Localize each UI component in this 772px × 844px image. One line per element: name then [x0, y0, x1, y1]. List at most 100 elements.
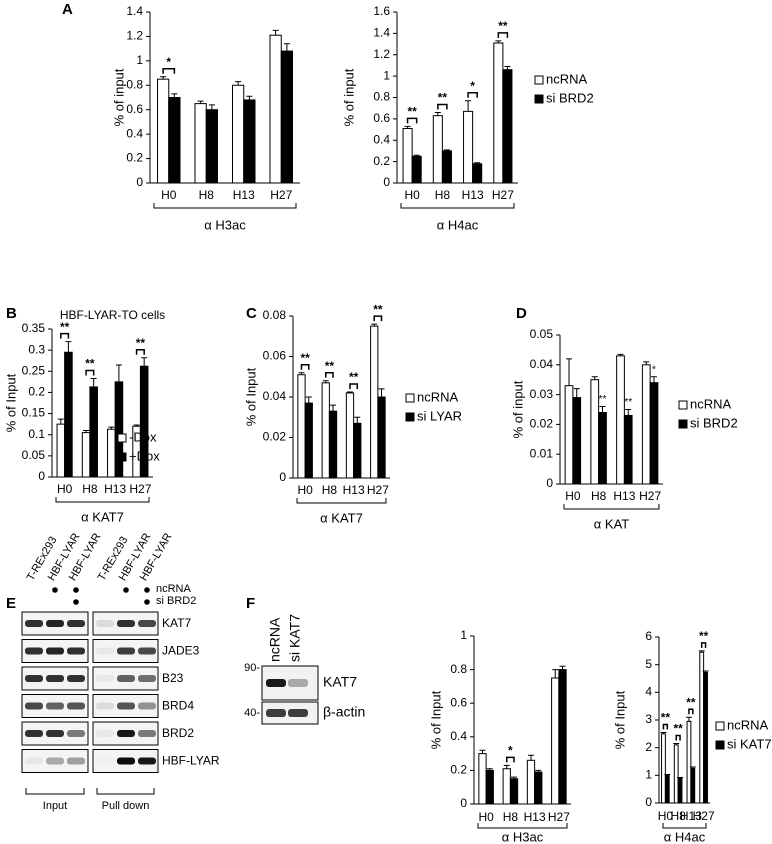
y-tick-label: 0.6	[373, 111, 390, 125]
blot-frame	[21, 749, 89, 773]
significance-bracket	[135, 349, 145, 355]
legend-swatch	[678, 400, 688, 410]
y-tick-label: 0	[460, 796, 467, 810]
error-bar	[673, 743, 680, 745]
error-bar	[354, 416, 361, 424]
error-bar	[689, 766, 696, 769]
row-label: B23	[162, 671, 184, 685]
y-tick-label: 1	[460, 628, 467, 642]
blot-band	[67, 702, 85, 710]
blot-band	[288, 679, 308, 687]
error-bar	[573, 388, 580, 398]
significance: **	[349, 370, 359, 384]
x-axis-label: α H3ac	[204, 217, 246, 232]
blot-band	[25, 675, 43, 682]
legend-swatch	[678, 419, 688, 429]
y-axis-label: % of Input	[612, 690, 627, 749]
error-bar	[160, 76, 167, 80]
x-tick-label: H8	[503, 810, 519, 824]
bar	[661, 733, 666, 804]
row-label: HBF-LYAR	[162, 754, 220, 768]
bar	[598, 411, 607, 485]
bar	[703, 671, 708, 804]
significance-bracket	[688, 708, 694, 715]
error-bar	[65, 341, 72, 353]
blot-band	[96, 702, 114, 710]
error-bar	[535, 769, 542, 773]
blot-band	[117, 702, 135, 710]
bar	[493, 42, 504, 184]
significance-bracket	[700, 642, 707, 648]
y-axis-label: % of input	[111, 68, 126, 126]
error-bar	[371, 323, 378, 327]
blot-band	[67, 647, 85, 655]
significance: **	[673, 722, 683, 736]
bar	[699, 651, 705, 804]
y-tick-label: 0	[383, 175, 390, 189]
y-tick-label: 6	[645, 629, 652, 643]
x-tick-label: H8	[670, 809, 686, 823]
condition-dot	[123, 587, 129, 593]
significance: **	[624, 397, 632, 408]
blot-band	[96, 620, 114, 627]
x-tick-label: H0	[297, 483, 313, 497]
blot-band	[138, 702, 156, 710]
group-bracket	[96, 788, 155, 795]
significance-bracket	[373, 315, 383, 322]
legend-swatch	[117, 433, 127, 443]
condition-dot	[144, 587, 150, 593]
error-bar	[434, 111, 441, 116]
bar	[321, 382, 330, 479]
bar	[616, 355, 625, 485]
x-tick-label: H8	[322, 483, 338, 497]
blot-band	[46, 730, 64, 737]
bar	[590, 379, 600, 485]
error-bar	[495, 40, 502, 43]
bar	[168, 97, 181, 184]
error-bar	[171, 93, 178, 98]
row-label: β-actin	[323, 704, 365, 720]
blot-band	[46, 757, 64, 765]
error-bar	[617, 353, 624, 356]
y-axis-label: % of input	[510, 380, 525, 438]
significance-bracket	[497, 32, 509, 38]
lane-label: si KAT7	[287, 614, 303, 662]
legend-label: ncRNA	[690, 396, 732, 411]
x-tick-label: H13	[524, 810, 546, 824]
bar	[411, 155, 422, 184]
significance: **	[60, 320, 70, 334]
x-tick-label: H0	[565, 489, 581, 503]
y-axis-label: % of Input	[428, 690, 443, 749]
condition-dot	[52, 587, 58, 593]
x-axis-label: α H3ac	[502, 829, 544, 844]
error-bar	[698, 650, 705, 653]
error-bar	[625, 409, 632, 416]
error-bar	[599, 406, 606, 413]
error-bar	[346, 391, 353, 393]
significance-bracket	[324, 372, 334, 378]
bar	[677, 777, 683, 804]
significance: **	[300, 351, 310, 365]
panel-label: F	[246, 595, 255, 612]
bar	[304, 402, 313, 479]
significance-bracket	[60, 332, 70, 339]
x-tick-label: H13	[233, 188, 255, 202]
x-axis-label: α H4ac	[664, 829, 706, 844]
y-tick-label: 0.4	[373, 132, 390, 146]
error-bar	[108, 426, 115, 430]
bar	[205, 109, 218, 184]
significance: *	[652, 364, 656, 375]
significance: **	[438, 91, 448, 105]
y-tick-label: 0	[38, 469, 45, 483]
error-bar	[486, 768, 493, 771]
significance: **	[498, 19, 508, 33]
y-tick-label: 1.2	[373, 47, 390, 61]
blot-band	[96, 675, 114, 682]
bar	[690, 767, 696, 804]
significance: **	[85, 357, 95, 371]
legend-label: ncRNA	[727, 717, 769, 732]
x-tick-label: H27	[129, 482, 151, 496]
error-bar	[650, 376, 657, 383]
bar	[534, 771, 543, 805]
